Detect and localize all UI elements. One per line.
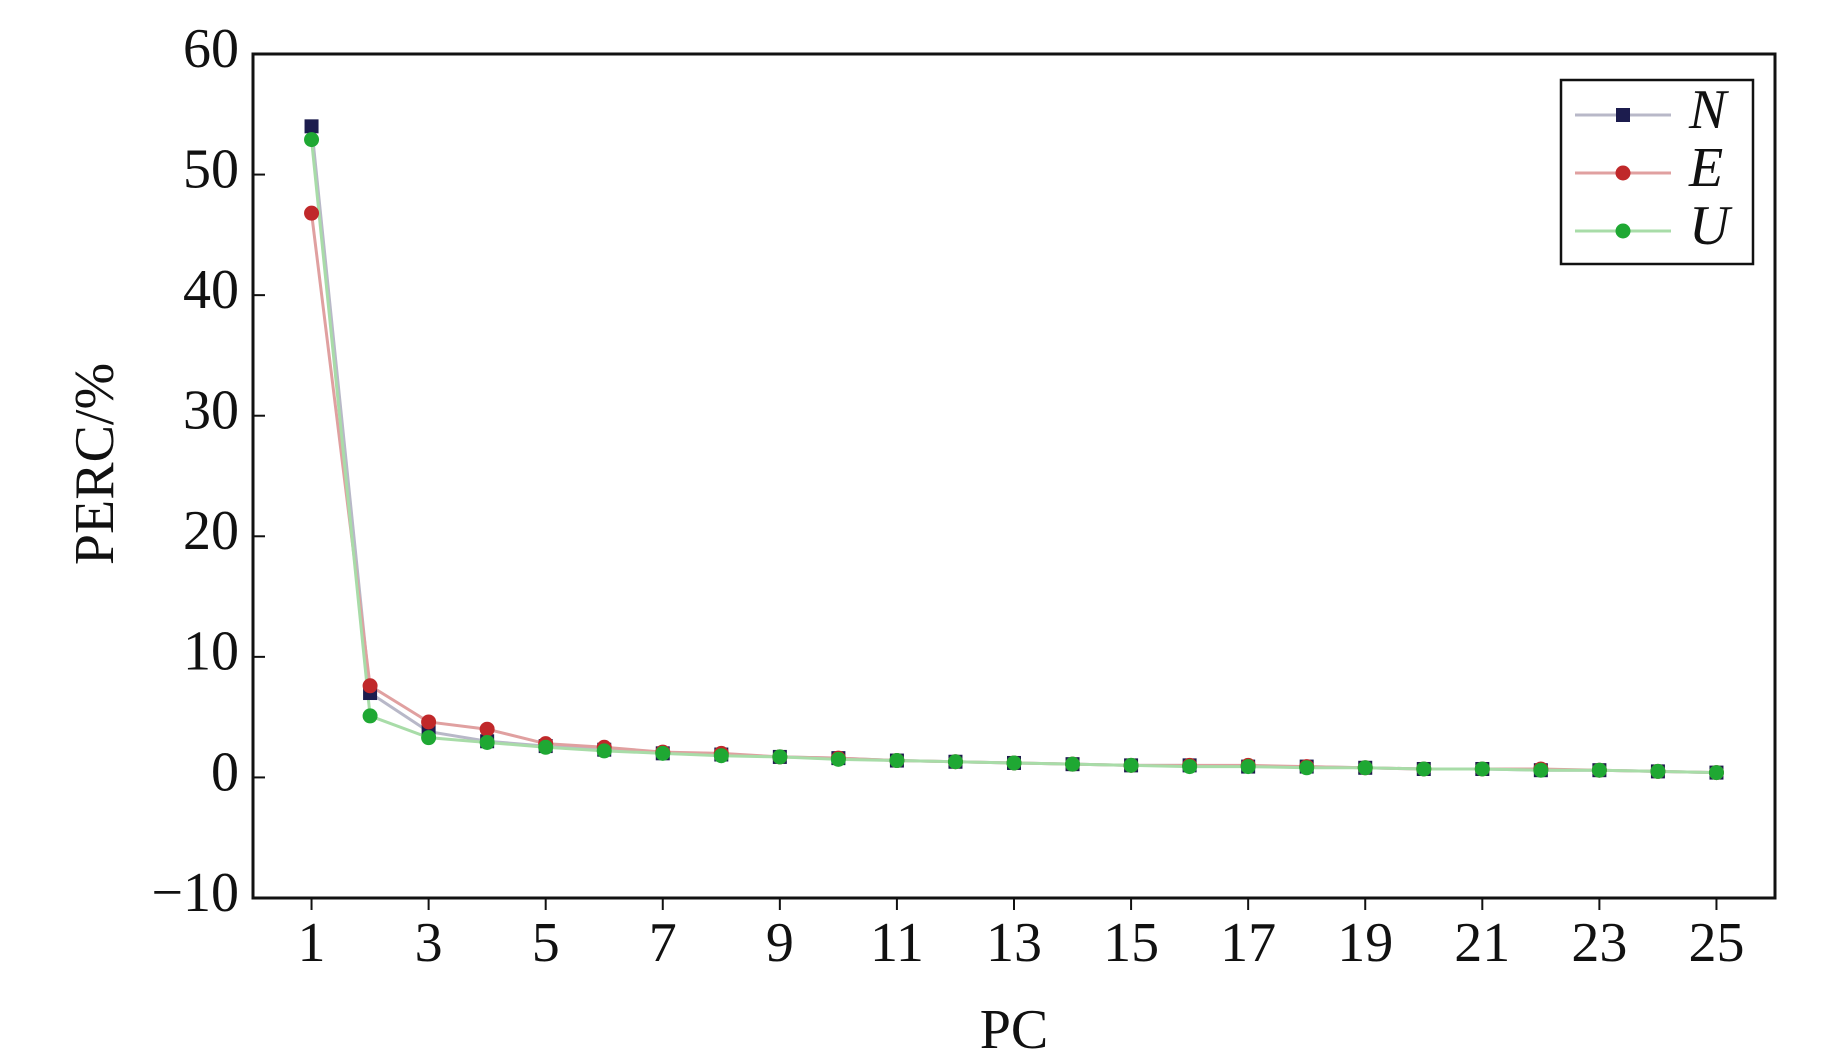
marker	[889, 753, 905, 769]
marker	[304, 205, 320, 221]
marker	[1591, 762, 1607, 778]
marker	[362, 708, 378, 724]
marker	[1708, 765, 1724, 781]
legend-label: E	[1688, 137, 1723, 199]
x-tick-label: 23	[1571, 912, 1627, 974]
marker	[830, 751, 846, 767]
marker	[421, 730, 437, 746]
marker	[1299, 760, 1315, 776]
y-tick-label: 20	[183, 500, 239, 562]
x-tick-label: 19	[1337, 912, 1393, 974]
marker	[1533, 762, 1549, 778]
marker	[1240, 759, 1256, 775]
x-tick-label: 17	[1220, 912, 1276, 974]
marker	[421, 714, 437, 730]
y-tick-label: 10	[183, 621, 239, 683]
x-tick-label: 25	[1688, 912, 1744, 974]
marker	[596, 743, 612, 759]
marker	[538, 739, 554, 755]
marker	[479, 734, 495, 750]
x-tick-label: 21	[1454, 912, 1510, 974]
y-tick-label: 60	[183, 18, 239, 80]
y-tick-label: 0	[211, 741, 239, 803]
plot-frame	[251, 52, 1777, 900]
marker	[772, 749, 788, 765]
series-line	[310, 139, 1717, 775]
x-tick-label: 11	[870, 912, 924, 974]
series-line	[310, 212, 1717, 775]
legend-marker	[1615, 165, 1631, 181]
marker	[713, 748, 729, 764]
marker	[1006, 755, 1022, 771]
x-tick-label: 13	[986, 912, 1042, 974]
x-tick-label: 9	[766, 912, 794, 974]
marker	[947, 754, 963, 770]
legend-marker	[1615, 223, 1631, 239]
marker	[1474, 761, 1490, 777]
x-tick-label: 7	[649, 912, 677, 974]
y-tick-label: 40	[183, 259, 239, 321]
marker	[1357, 760, 1373, 776]
y-axis-label: PERC/%	[64, 363, 126, 565]
marker	[1123, 757, 1139, 773]
marker	[1065, 756, 1081, 772]
legend-label: U	[1689, 195, 1733, 257]
legend-marker	[1616, 108, 1630, 122]
legend-label: N	[1688, 79, 1729, 141]
y-tick-label: 50	[183, 138, 239, 200]
marker	[304, 132, 320, 148]
x-axis-label: PC	[980, 999, 1049, 1061]
x-tick-label: 5	[532, 912, 560, 974]
marker	[362, 678, 378, 694]
series-line	[310, 126, 1717, 775]
marker	[1416, 761, 1432, 777]
marker	[304, 119, 319, 134]
marker	[1182, 759, 1198, 775]
y-tick-label: 30	[183, 380, 239, 442]
x-tick-label: 15	[1103, 912, 1159, 974]
x-tick-label: 1	[298, 912, 326, 974]
marker	[479, 721, 495, 737]
y-tick-label: −10	[151, 862, 239, 924]
x-tick-label: 3	[415, 912, 443, 974]
marker	[655, 745, 671, 761]
marker	[1650, 763, 1666, 779]
